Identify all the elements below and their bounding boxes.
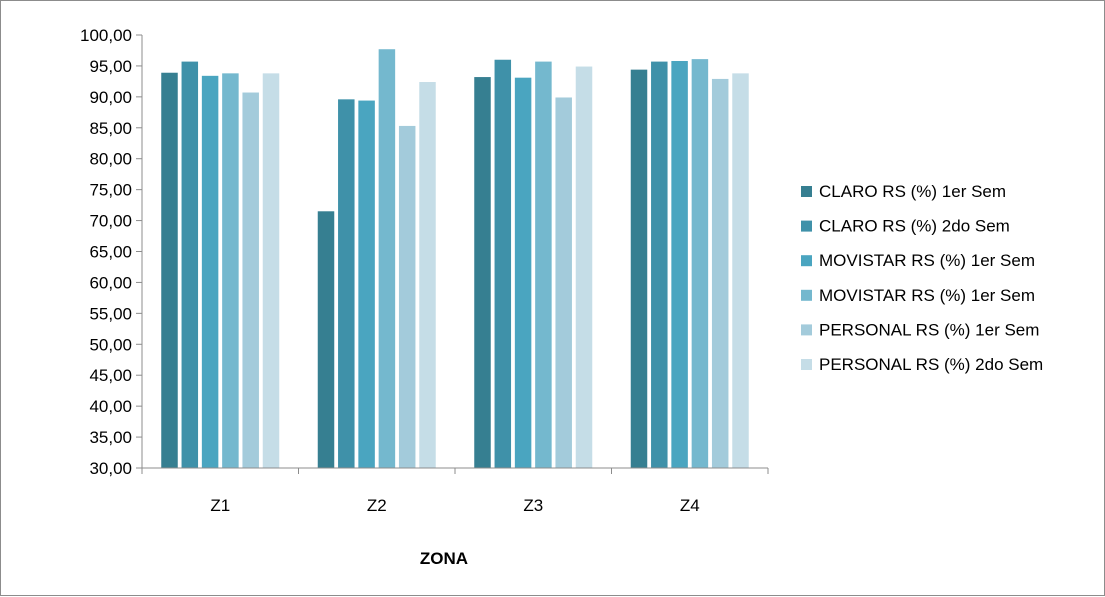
y-tick-label: 50,00 [89,335,132,354]
bar [419,82,436,469]
bar [358,100,375,468]
x-tick-label: Z1 [210,496,230,515]
x-axis-title: ZONA [420,549,468,568]
y-tick-label: 35,00 [89,428,132,447]
legend-label: MOVISTAR RS (%) 1er Sem [819,286,1035,305]
x-tick-label: Z4 [680,496,700,515]
legend-label: CLARO RS (%) 1er Sem [819,182,1006,201]
y-tick-label: 65,00 [89,243,132,262]
legend-label: PERSONAL RS (%) 2do Sem [819,355,1043,374]
bar [535,61,552,468]
bar [630,69,648,468]
legend-swatch [801,289,812,301]
y-tick-label: 95,00 [89,57,132,76]
bar [398,125,416,469]
legend: CLARO RS (%) 1er Sem CLARO RS (%) 2do Sem… [801,182,1043,374]
bar [242,92,259,468]
bar [222,73,239,468]
bar [262,73,280,468]
y-tick-label: 40,00 [89,397,132,416]
y-tick-label: 70,00 [89,212,132,231]
legend-label: PERSONAL RS (%) 1er Sem [819,320,1039,339]
bar [732,73,749,468]
bar [474,77,491,468]
bars-group [161,49,749,469]
y-tick-label: 60,00 [89,273,132,292]
bar [575,66,593,468]
legend-swatch [801,359,812,370]
bar [181,61,199,468]
x-ticks-group: Z1 Z2 Z3 Z4 [141,468,769,515]
y-tick-label: 45,00 [89,366,132,385]
y-tick-label: 80,00 [89,150,132,169]
y-tick-label: 100,00 [80,26,132,45]
y-tick-label: 30,00 [89,459,132,478]
legend-label: MOVISTAR RS (%) 1er Sem [819,251,1035,270]
y-tick-label: 75,00 [89,181,132,200]
legend-swatch [801,324,812,336]
legend-label: CLARO RS (%) 2do Sem [819,217,1010,236]
bar [161,72,178,469]
bar [378,49,396,468]
bar [671,60,688,468]
legend-swatch [801,220,812,232]
bar [338,99,355,469]
legend-swatch [801,186,812,197]
y-tick-label: 85,00 [89,119,132,138]
y-ticks-group: 30,00 35,00 40,00 45,00 50,00 55,00 60,00 65,00… [80,26,142,478]
legend-swatch [801,255,812,267]
bar [691,59,709,468]
bar [555,97,572,469]
bar [317,211,335,469]
y-tick-label: 55,00 [89,304,132,323]
x-tick-label: Z2 [367,496,387,515]
bar [651,61,668,468]
y-tick-label: 90,00 [89,88,132,107]
x-tick-label: Z3 [523,496,543,515]
bar [514,77,532,468]
bar [494,59,512,468]
bar [201,75,219,468]
bar [711,78,729,468]
